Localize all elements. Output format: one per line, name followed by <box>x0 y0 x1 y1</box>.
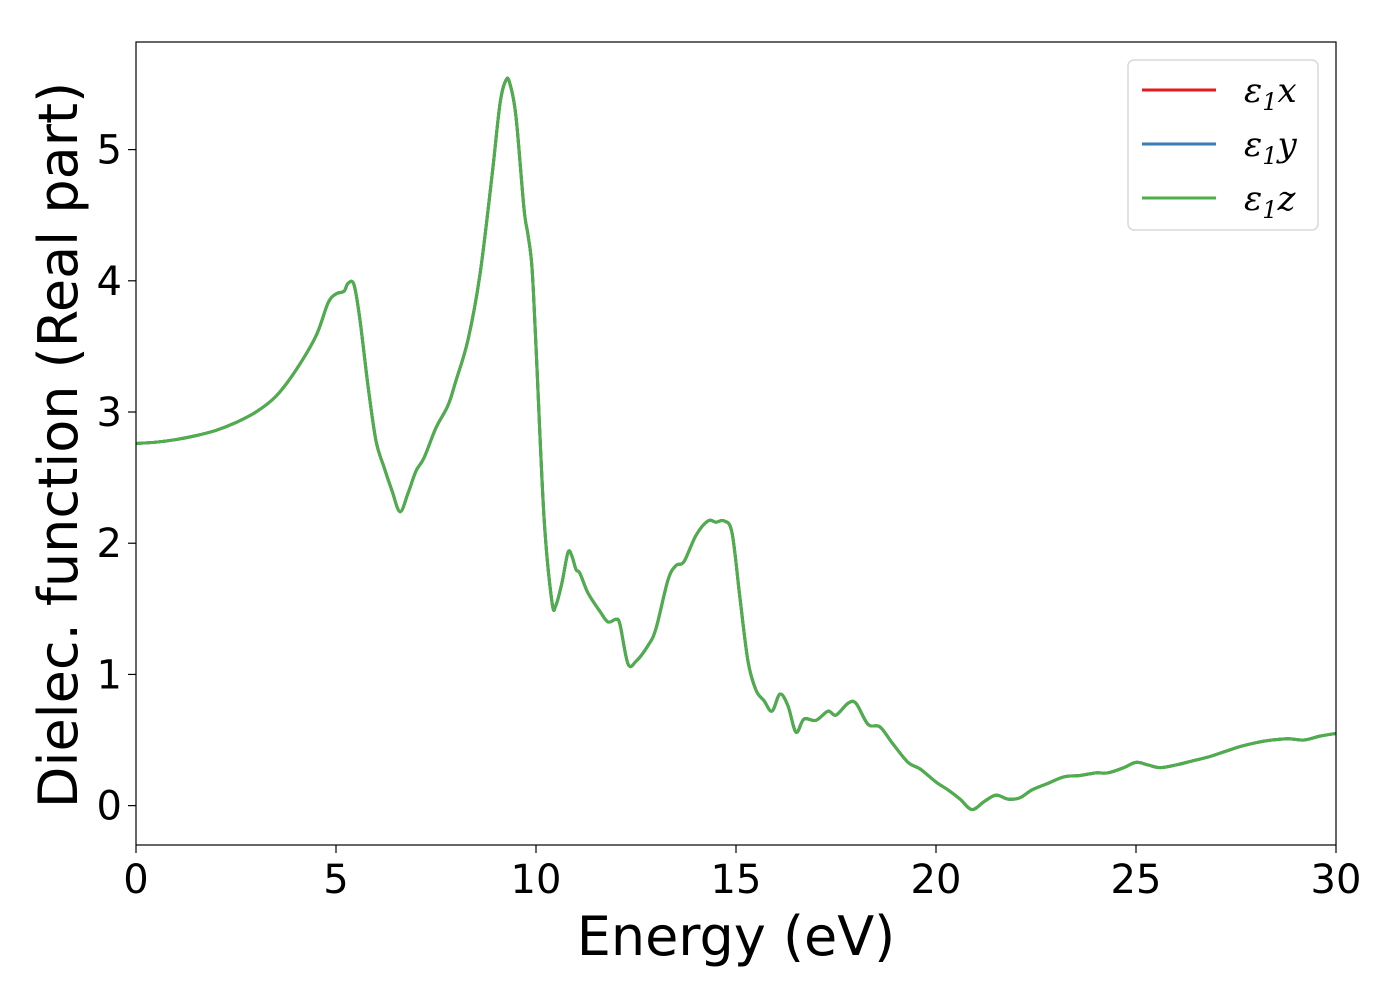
y-tick-label: 2 <box>97 521 122 567</box>
y-axis-label: Dielec. function (Real part) <box>27 82 90 808</box>
x-tick-label: 15 <box>711 857 762 903</box>
y-tick-label: 5 <box>97 128 122 174</box>
legend-box <box>1127 59 1319 231</box>
y-tick-label: 0 <box>97 784 122 830</box>
y-tick-label: 3 <box>97 390 122 436</box>
x-tick-label: 20 <box>911 857 962 903</box>
x-axis-label: Energy (eV) <box>577 905 896 968</box>
y-tick-label: 4 <box>97 259 122 305</box>
x-tick-label: 25 <box>1111 857 1162 903</box>
legend-label-y: ε1y <box>1244 125 1298 170</box>
legend: ε1x ε1y ε1z <box>1127 59 1319 231</box>
x-axis: 0 5 10 15 20 25 30 <box>123 845 1361 903</box>
series-line-z <box>136 76 1336 812</box>
x-tick-label: 30 <box>1311 857 1362 903</box>
x-tick-label: 10 <box>511 857 562 903</box>
legend-label-x: ε1x <box>1244 71 1297 116</box>
y-axis: 0 1 2 3 4 5 <box>97 128 136 830</box>
x-tick-label: 5 <box>323 857 348 903</box>
legend-label-z: ε1z <box>1244 179 1297 224</box>
x-tick-label: 0 <box>123 857 148 903</box>
y-tick-label: 1 <box>97 652 122 698</box>
